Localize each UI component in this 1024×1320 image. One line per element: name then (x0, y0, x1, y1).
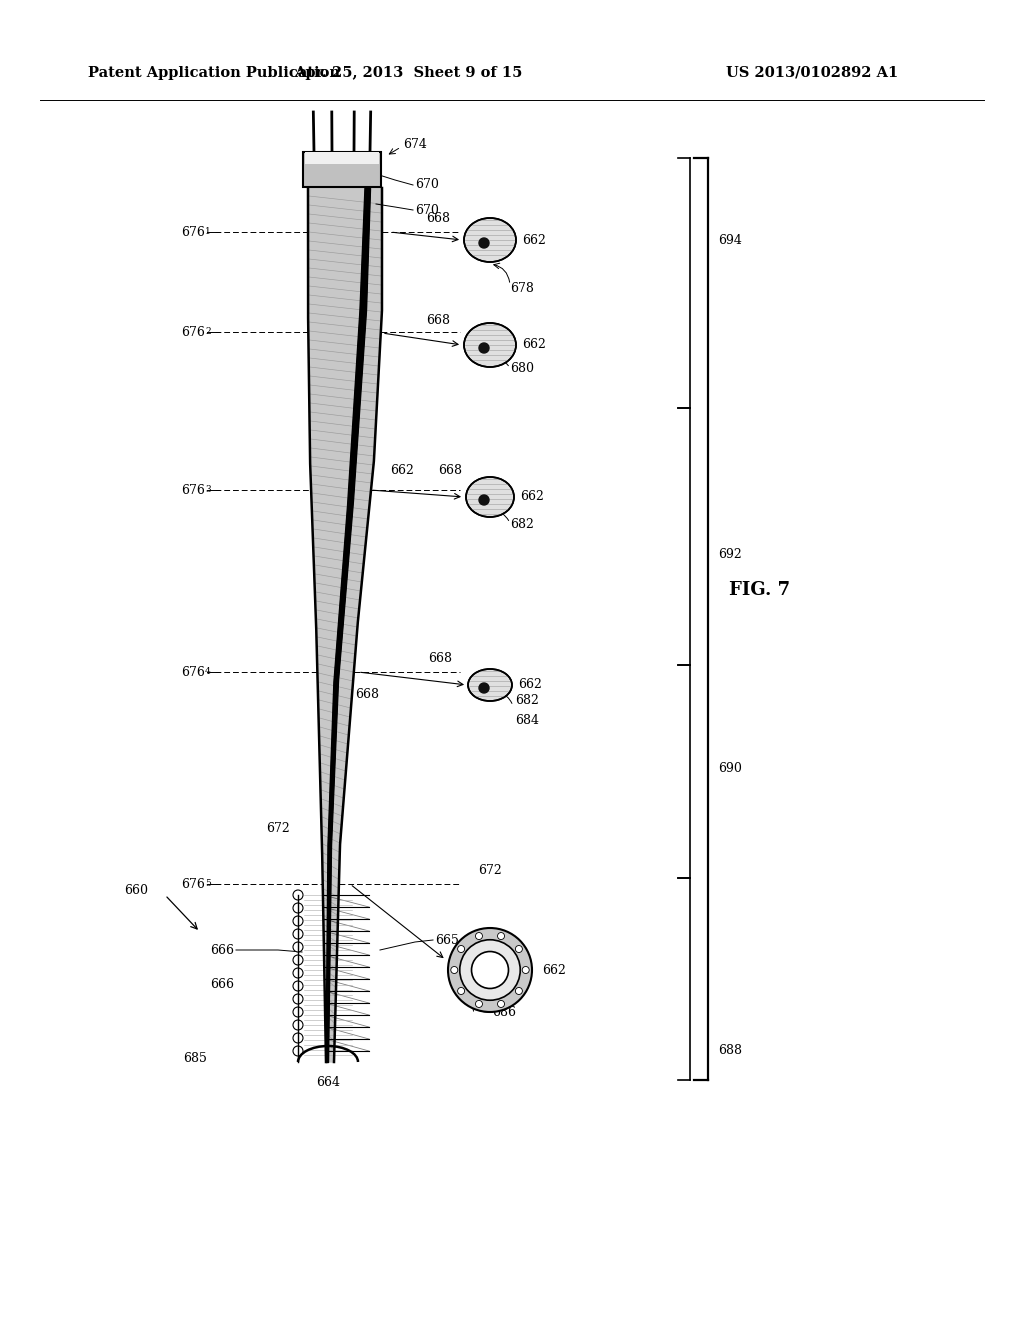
Text: 672: 672 (478, 863, 502, 876)
Circle shape (451, 966, 458, 974)
Text: 660: 660 (124, 883, 148, 896)
Circle shape (479, 682, 489, 693)
Circle shape (515, 945, 522, 953)
Text: 662: 662 (518, 678, 542, 692)
Text: 662: 662 (522, 234, 546, 247)
Text: 670: 670 (415, 203, 439, 216)
Text: 680: 680 (510, 362, 534, 375)
Ellipse shape (468, 669, 512, 701)
Text: 662: 662 (542, 964, 566, 977)
Circle shape (498, 1001, 505, 1007)
Text: 5: 5 (205, 879, 211, 888)
Circle shape (498, 932, 505, 940)
Text: 2: 2 (205, 327, 211, 337)
Text: 682: 682 (510, 519, 534, 532)
Circle shape (293, 1045, 303, 1056)
Text: 662: 662 (390, 463, 414, 477)
Circle shape (293, 1007, 303, 1016)
Text: 1: 1 (205, 227, 211, 236)
Circle shape (293, 1020, 303, 1030)
Text: 685: 685 (183, 1052, 207, 1064)
Text: 682: 682 (515, 693, 539, 706)
Circle shape (293, 994, 303, 1005)
Text: 674: 674 (403, 139, 427, 152)
Text: 676: 676 (181, 326, 205, 338)
Circle shape (293, 1034, 303, 1043)
Text: 668: 668 (355, 689, 379, 701)
Text: 688: 688 (718, 1044, 742, 1056)
Ellipse shape (466, 477, 514, 517)
Ellipse shape (464, 218, 516, 261)
Bar (303, 152, 381, 187)
Text: 665: 665 (435, 933, 459, 946)
Circle shape (522, 966, 529, 974)
Text: US 2013/0102892 A1: US 2013/0102892 A1 (726, 66, 898, 81)
Text: 676: 676 (181, 483, 205, 496)
Circle shape (460, 940, 520, 1001)
Text: 676: 676 (181, 665, 205, 678)
Text: 668: 668 (428, 652, 452, 664)
Text: 666: 666 (210, 944, 234, 957)
Text: 664: 664 (316, 1076, 340, 1089)
Text: 670: 670 (415, 178, 439, 191)
Circle shape (458, 945, 465, 953)
Text: 668: 668 (438, 463, 462, 477)
Circle shape (293, 890, 303, 900)
Circle shape (475, 932, 482, 940)
Text: 672: 672 (266, 821, 290, 834)
Text: 692: 692 (718, 549, 741, 561)
Text: 676: 676 (181, 226, 205, 239)
Text: 662: 662 (520, 491, 544, 503)
Text: 676: 676 (181, 878, 205, 891)
Circle shape (449, 928, 532, 1012)
Circle shape (471, 952, 509, 989)
Circle shape (479, 343, 489, 352)
Circle shape (293, 929, 303, 939)
Text: 694: 694 (718, 234, 741, 247)
Circle shape (458, 987, 465, 994)
Text: 666: 666 (210, 978, 234, 991)
Circle shape (475, 1001, 482, 1007)
Text: 3: 3 (205, 484, 211, 494)
Text: 686: 686 (492, 1006, 516, 1019)
Ellipse shape (464, 323, 516, 367)
Circle shape (293, 916, 303, 927)
Circle shape (515, 987, 522, 994)
Text: 690: 690 (718, 762, 741, 775)
Text: 684: 684 (515, 714, 539, 726)
Circle shape (479, 495, 489, 506)
Circle shape (293, 968, 303, 978)
Text: 668: 668 (426, 211, 450, 224)
Text: Apr. 25, 2013  Sheet 9 of 15: Apr. 25, 2013 Sheet 9 of 15 (294, 66, 522, 81)
Text: 4: 4 (205, 667, 211, 676)
Circle shape (293, 942, 303, 952)
Text: 678: 678 (510, 281, 534, 294)
Polygon shape (308, 187, 382, 1063)
Text: 668: 668 (426, 314, 450, 326)
Bar (305, 152, 379, 164)
Text: FIG. 7: FIG. 7 (729, 581, 791, 599)
Text: 662: 662 (522, 338, 546, 351)
Circle shape (479, 238, 489, 248)
Circle shape (293, 954, 303, 965)
Text: Patent Application Publication: Patent Application Publication (88, 66, 340, 81)
Circle shape (293, 981, 303, 991)
Circle shape (293, 903, 303, 913)
